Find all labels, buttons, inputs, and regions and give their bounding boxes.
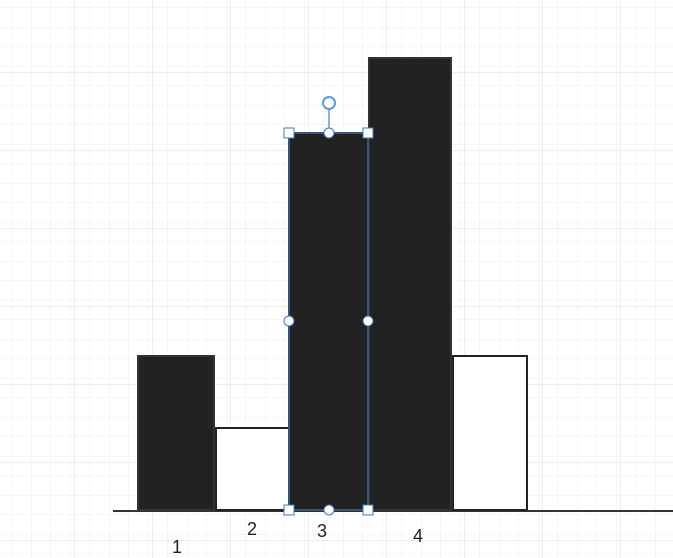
edge-handle[interactable] <box>362 315 374 327</box>
corner-handle[interactable] <box>362 504 374 516</box>
label[interactable]: 3 <box>317 521 327 541</box>
bar-shape[interactable] <box>215 427 290 511</box>
rotate-handle[interactable] <box>322 96 336 110</box>
bar-shape[interactable] <box>368 57 452 511</box>
bar-shape-selected[interactable] <box>288 132 369 511</box>
selection <box>283 96 374 516</box>
label[interactable]: 2 <box>247 519 257 539</box>
bar-shape[interactable] <box>452 355 528 511</box>
label[interactable]: 1 <box>172 537 182 557</box>
edge-handle[interactable] <box>323 504 335 516</box>
edge-handle[interactable] <box>323 127 335 139</box>
bar-shape[interactable] <box>137 355 215 511</box>
corner-handle[interactable] <box>283 504 295 516</box>
edge-handle[interactable] <box>283 315 295 327</box>
label[interactable]: 4 <box>413 526 423 546</box>
corner-handle[interactable] <box>362 127 374 139</box>
corner-handle[interactable] <box>283 127 295 139</box>
